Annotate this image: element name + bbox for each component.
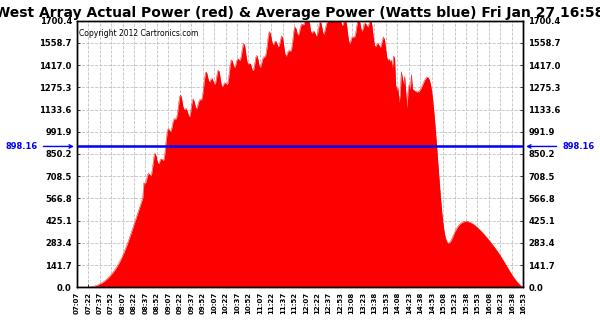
Text: 898.16: 898.16: [527, 142, 595, 151]
Title: West Array Actual Power (red) & Average Power (Watts blue) Fri Jan 27 16:58: West Array Actual Power (red) & Average …: [0, 5, 600, 20]
Text: Copyright 2012 Cartronics.com: Copyright 2012 Cartronics.com: [79, 29, 199, 38]
Text: 898.16: 898.16: [5, 142, 73, 151]
